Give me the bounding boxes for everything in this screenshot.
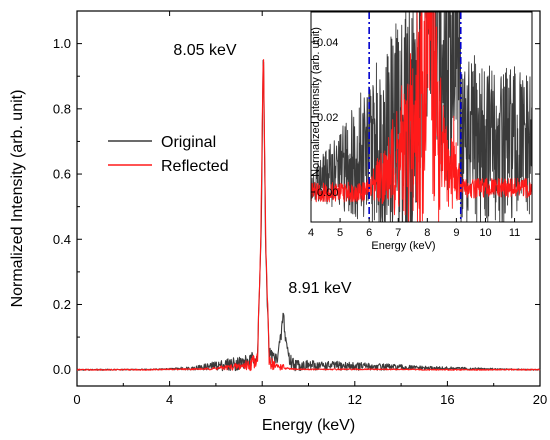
legend-label-reflected: Reflected — [161, 158, 229, 175]
inset-series-line-reflected — [311, 12, 532, 222]
x-tick-label: 4 — [166, 392, 173, 407]
x-axis-title: Energy (keV) — [262, 417, 355, 434]
x-tick-label: 12 — [348, 392, 362, 407]
legend: Original Reflected — [108, 134, 229, 175]
peak-label-8-91: 8.91 keV — [288, 280, 351, 297]
y-tick-label: 0.0 — [53, 362, 71, 377]
inset-y-tick-label: 0.00 — [317, 187, 338, 199]
inset-y-tick-label: 0.04 — [317, 37, 338, 49]
y-tick-label: 0.4 — [53, 232, 71, 247]
inset-x-tick-label: 4 — [308, 227, 314, 239]
inset-x-tick-label: 5 — [337, 227, 343, 239]
inset-plot: 4 5 6 7 8 9 10 11 0.00 0.02 0.04 Energy (keV) Normal… — [308, 11, 533, 252]
inset-x-axis-title: Energy (keV) — [371, 240, 435, 252]
x-tick-label: 0 — [73, 392, 80, 407]
x-tick-label: 8 — [259, 392, 266, 407]
series-line-reflected — [76, 59, 541, 372]
y-tick-label: 0.6 — [53, 167, 71, 182]
inset-x-tick-label: 7 — [395, 227, 401, 239]
peak-label-8-05: 8.05 keV — [173, 42, 236, 59]
inset-x-tick-label: 8 — [424, 227, 430, 239]
inset-x-tick-label: 10 — [479, 227, 491, 239]
inset-x-tick-label: 9 — [453, 227, 459, 239]
legend-label-original: Original — [161, 134, 216, 151]
inset-x-tick-label: 6 — [366, 227, 372, 239]
main-plot: 0 4 8 12 16 20 0.0 0.2 0.4 0.6 0.8 1.0 Energy (keV) N… — [9, 10, 547, 434]
y-tick-label: 1.0 — [53, 36, 71, 51]
inset-y-tick-label: 0.02 — [317, 112, 338, 124]
inset-x-tick-label: 11 — [509, 227, 520, 239]
y-axis-title: Normalized Intensity (arb. unit) — [9, 90, 26, 308]
y-tick-label: 0.2 — [53, 297, 71, 312]
y-tick-label: 0.8 — [53, 101, 71, 116]
inset-y-axis-title: Normalized Intensity (arb. unit) — [310, 27, 322, 177]
x-tick-label: 16 — [440, 392, 454, 407]
x-tick-label: 20 — [533, 392, 547, 407]
inset-plot-area — [311, 12, 532, 222]
